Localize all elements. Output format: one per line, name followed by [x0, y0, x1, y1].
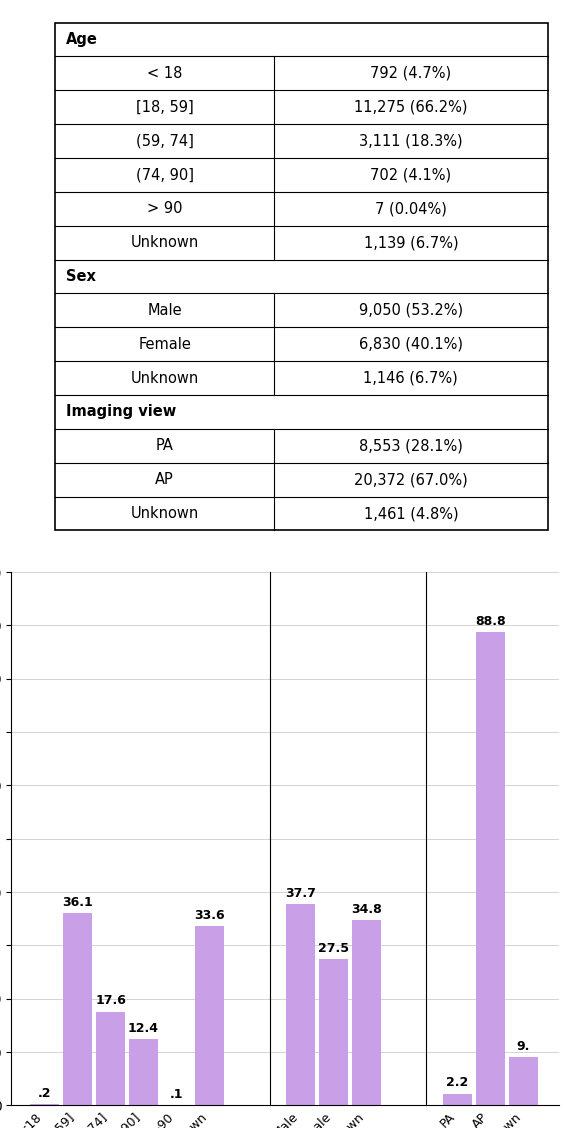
- Text: 7 (0.04%): 7 (0.04%): [375, 201, 447, 217]
- Text: Imaging view: Imaging view: [66, 405, 176, 420]
- Text: 1,146 (6.7%): 1,146 (6.7%): [364, 371, 458, 386]
- Bar: [286, 905, 315, 1105]
- Bar: [509, 1057, 538, 1105]
- Text: .2: .2: [38, 1087, 51, 1100]
- Text: 1,139 (6.7%): 1,139 (6.7%): [364, 235, 458, 250]
- Bar: [319, 959, 348, 1105]
- Text: 36.1: 36.1: [62, 896, 93, 909]
- Text: 9.: 9.: [517, 1040, 530, 1054]
- Text: 34.8: 34.8: [351, 902, 382, 916]
- Text: Unknown: Unknown: [131, 235, 199, 250]
- Text: 2.2: 2.2: [446, 1076, 469, 1090]
- Text: 37.7: 37.7: [285, 887, 316, 900]
- Text: (59, 74]: (59, 74]: [136, 133, 194, 149]
- Text: 17.6: 17.6: [95, 994, 126, 1007]
- Text: Sex: Sex: [66, 268, 96, 284]
- Text: Unknown: Unknown: [131, 371, 199, 386]
- Bar: [476, 632, 505, 1105]
- Text: (74, 90]: (74, 90]: [136, 167, 194, 183]
- Bar: [96, 1012, 125, 1105]
- Text: 3,111 (18.3%): 3,111 (18.3%): [359, 133, 463, 149]
- Text: 33.6: 33.6: [194, 909, 225, 922]
- Text: 12.4: 12.4: [128, 1022, 159, 1036]
- Bar: [195, 926, 224, 1105]
- Text: < 18: < 18: [147, 65, 182, 81]
- Text: 11,275 (66.2%): 11,275 (66.2%): [354, 99, 467, 115]
- Text: 27.5: 27.5: [318, 942, 349, 954]
- Text: > 90: > 90: [147, 201, 182, 217]
- Text: [18, 59]: [18, 59]: [136, 99, 193, 115]
- Text: Male: Male: [147, 303, 182, 318]
- Text: 20,372 (67.0%): 20,372 (67.0%): [354, 473, 468, 487]
- Text: 792 (4.7%): 792 (4.7%): [370, 65, 451, 81]
- Text: .1: .1: [170, 1087, 184, 1101]
- Text: 1,461 (4.8%): 1,461 (4.8%): [364, 506, 458, 521]
- Bar: [129, 1039, 158, 1105]
- Text: 6,830 (40.1%): 6,830 (40.1%): [359, 337, 463, 352]
- Text: 8,553 (28.1%): 8,553 (28.1%): [359, 439, 463, 453]
- Text: 702 (4.1%): 702 (4.1%): [370, 167, 451, 183]
- Text: Age: Age: [66, 32, 98, 47]
- Text: 88.8: 88.8: [475, 615, 506, 627]
- Text: PA: PA: [156, 439, 173, 453]
- Bar: [443, 1094, 472, 1105]
- Bar: [352, 919, 381, 1105]
- Text: 9,050 (53.2%): 9,050 (53.2%): [359, 303, 463, 318]
- Text: Unknown: Unknown: [131, 506, 199, 521]
- Bar: [63, 913, 92, 1105]
- Text: AP: AP: [155, 473, 174, 487]
- Text: Female: Female: [138, 337, 191, 352]
